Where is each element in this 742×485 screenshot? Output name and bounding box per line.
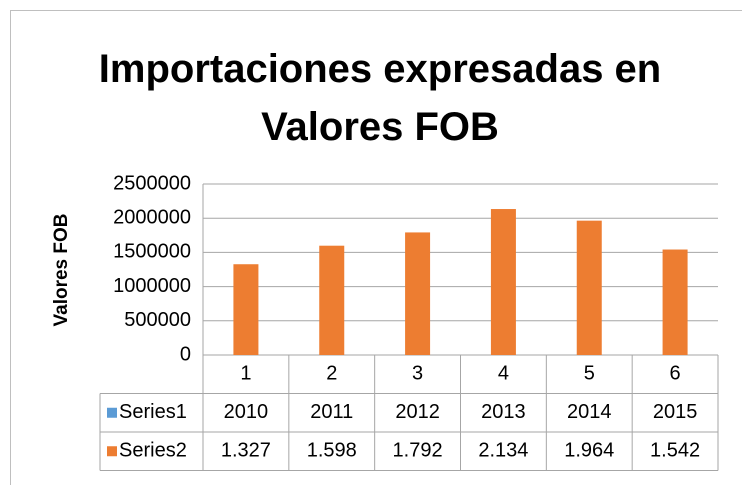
y-tick-label: 500000 [124,309,191,331]
x-tick-label: 3 [412,363,423,385]
y-tick-label: 0 [180,343,191,365]
table-value: 2014 [567,401,612,423]
y-tick-label: 2500000 [113,172,191,194]
legend-label: Series2 [119,440,187,462]
table-value: 2015 [653,401,698,423]
y-tick-label: 2000000 [113,206,191,228]
x-tick-label: 2 [326,363,337,385]
y-tick-label: 1000000 [113,275,191,297]
table-value: 2013 [481,401,526,423]
table-value: 1.327 [221,440,271,462]
bar [490,209,516,355]
bar [233,264,259,355]
table-value: 1.542 [650,440,700,462]
x-tick-label: 5 [584,363,595,385]
y-axis-title: Valores FOB [51,214,72,327]
bar [576,220,602,355]
chart-title: Importaciones expresadas en Valores FOB [98,47,662,149]
bar [319,245,345,355]
table-value: 2.134 [478,440,528,462]
table-value: 2011 [310,401,353,423]
table-value: 1.964 [564,440,614,462]
x-tick-label: 6 [670,363,681,385]
table-value: 1.792 [393,440,443,462]
table-value: 2010 [224,401,269,423]
legend-label: Series1 [119,401,187,423]
chart-frame [10,10,742,485]
bar [405,232,431,355]
y-tick-label: 1500000 [113,241,191,263]
legend-key [107,407,117,418]
bar [662,249,688,355]
x-tick-label: 4 [498,363,509,385]
table-value: 2012 [395,401,440,423]
table-value: 1.598 [307,440,357,462]
x-tick-label: 1 [240,363,251,385]
title-box: Importaciones expresadas en Valores FOB [98,47,662,149]
legend-key [107,446,117,457]
